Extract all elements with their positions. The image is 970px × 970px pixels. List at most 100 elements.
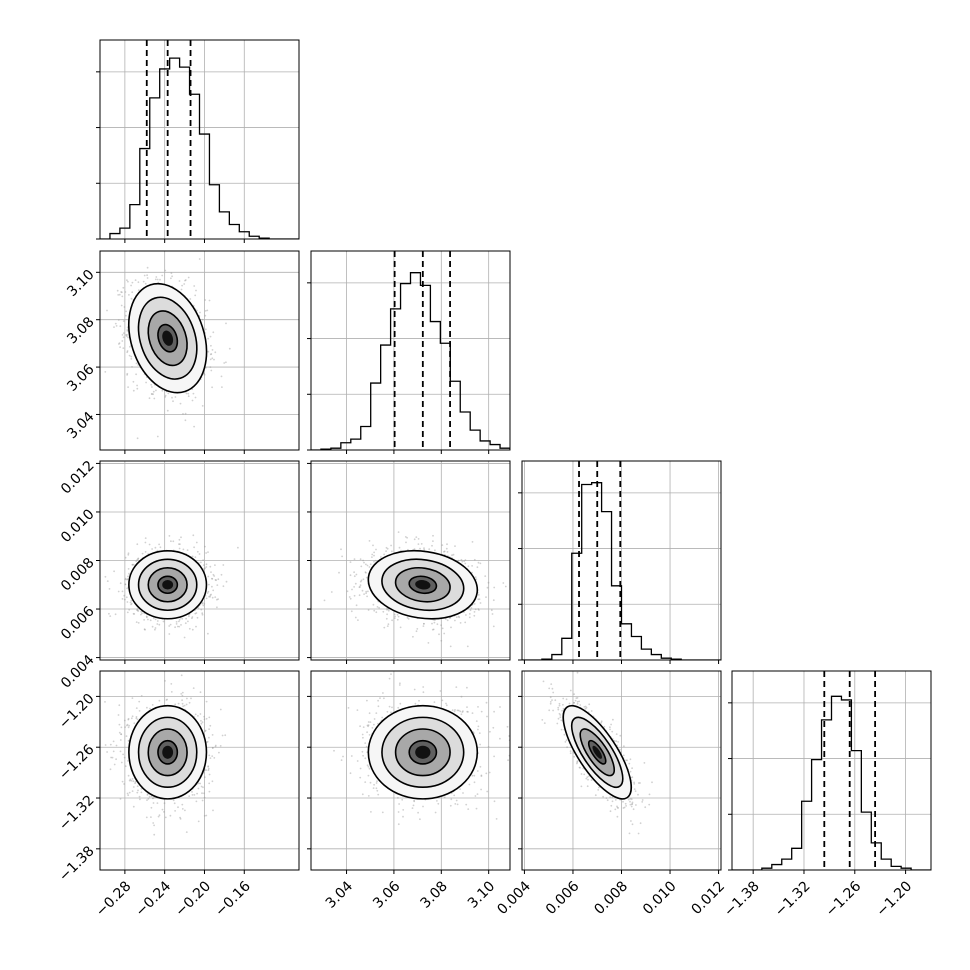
scatter-point [155,389,157,392]
scatter-point [467,565,470,568]
scatter-point [214,745,217,748]
panel-1-1 [307,250,511,454]
scatter-point [144,551,147,553]
scatter-point [349,597,352,600]
scatter-point [132,389,135,392]
scatter-point [359,558,362,561]
scatter-point [130,602,133,605]
scatter-point [372,603,375,606]
scatter-point [225,580,228,583]
scatter-point [423,548,426,551]
scatter-point [204,567,206,570]
scatter-point [196,550,199,553]
scatter-point [126,578,129,580]
scatter-point [141,612,143,615]
scatter-point [109,615,112,617]
scatter-point [178,625,181,628]
scatter-point [148,397,151,400]
scatter-point [353,594,356,597]
scatter-point [207,767,210,770]
scatter-point [152,390,155,393]
scatter-point [121,334,124,336]
scatter-point [129,601,132,604]
panel-0-0 [96,39,300,243]
scatter-point [487,581,490,584]
scatter-point [209,594,212,597]
scatter-point [203,564,205,566]
scatter-point [209,366,212,368]
scatter-point [187,392,190,395]
scatter-point [391,550,393,553]
scatter-point [170,272,173,275]
scatter-point [199,691,202,694]
scatter-point [136,609,139,611]
scatter-point [203,815,206,817]
scatter-point [397,531,400,533]
scatter-point [128,608,131,611]
scatter-point [151,386,153,388]
scatter-point [341,555,343,558]
scatter-point [205,566,208,568]
scatter-point [380,556,382,558]
scatter-point [147,618,149,621]
scatter-point [154,627,157,629]
scatter-point [158,699,161,702]
scatter-point [123,594,126,597]
scatter-point [220,573,223,576]
panel-3-0 [96,670,300,874]
scatter-point [114,613,117,616]
scatter-point [473,611,476,613]
scatter-point [215,579,218,582]
scatter-point [211,596,214,599]
scatter-point [338,571,340,574]
scatter-point [184,419,187,422]
scatter-point [212,809,214,812]
scatter-point [170,540,172,543]
scatter-point [355,604,358,607]
scatter-point [185,392,188,395]
scatter-point [123,306,126,308]
scatter-point [109,743,112,746]
scatter-point [128,354,131,357]
scatter-point [194,556,197,559]
scatter-point [198,553,201,555]
scatter-point [350,610,353,613]
scatter-point [193,425,196,428]
scatter-point [126,351,129,354]
scatter-point [180,536,182,539]
scatter-point [121,598,124,600]
scatter-point [120,761,123,764]
scatter-point [135,560,138,563]
scatter-point [163,802,166,805]
scatter-point [197,782,200,785]
scatter-point [181,617,184,620]
scatter-point [164,680,166,682]
scatter-point [126,611,129,614]
scatter-point [457,615,460,618]
scatter-point [193,285,196,287]
scatter-point [146,277,149,279]
contour-line [128,549,208,620]
scatter-point [355,573,358,576]
contour-line [394,566,451,603]
scatter-point [127,568,130,570]
scatter-point [393,617,396,619]
scatter-point [201,799,204,802]
scatter-point [385,617,388,620]
scatter-point [362,578,365,581]
scatter-point [422,625,425,627]
scatter-point [119,325,122,328]
scatter-point [131,697,134,699]
scatter-point [127,794,130,797]
scatter-point [454,545,456,547]
scatter-point [397,615,400,618]
scatter-point [136,387,139,390]
scatter-point [133,722,136,725]
scatter-point [201,612,204,615]
panel-content [104,674,227,836]
scatter-point [131,564,134,566]
scatter-point [445,547,448,550]
scatter-point [198,258,201,260]
scatter-point [119,346,121,348]
scatter-point [136,609,139,612]
